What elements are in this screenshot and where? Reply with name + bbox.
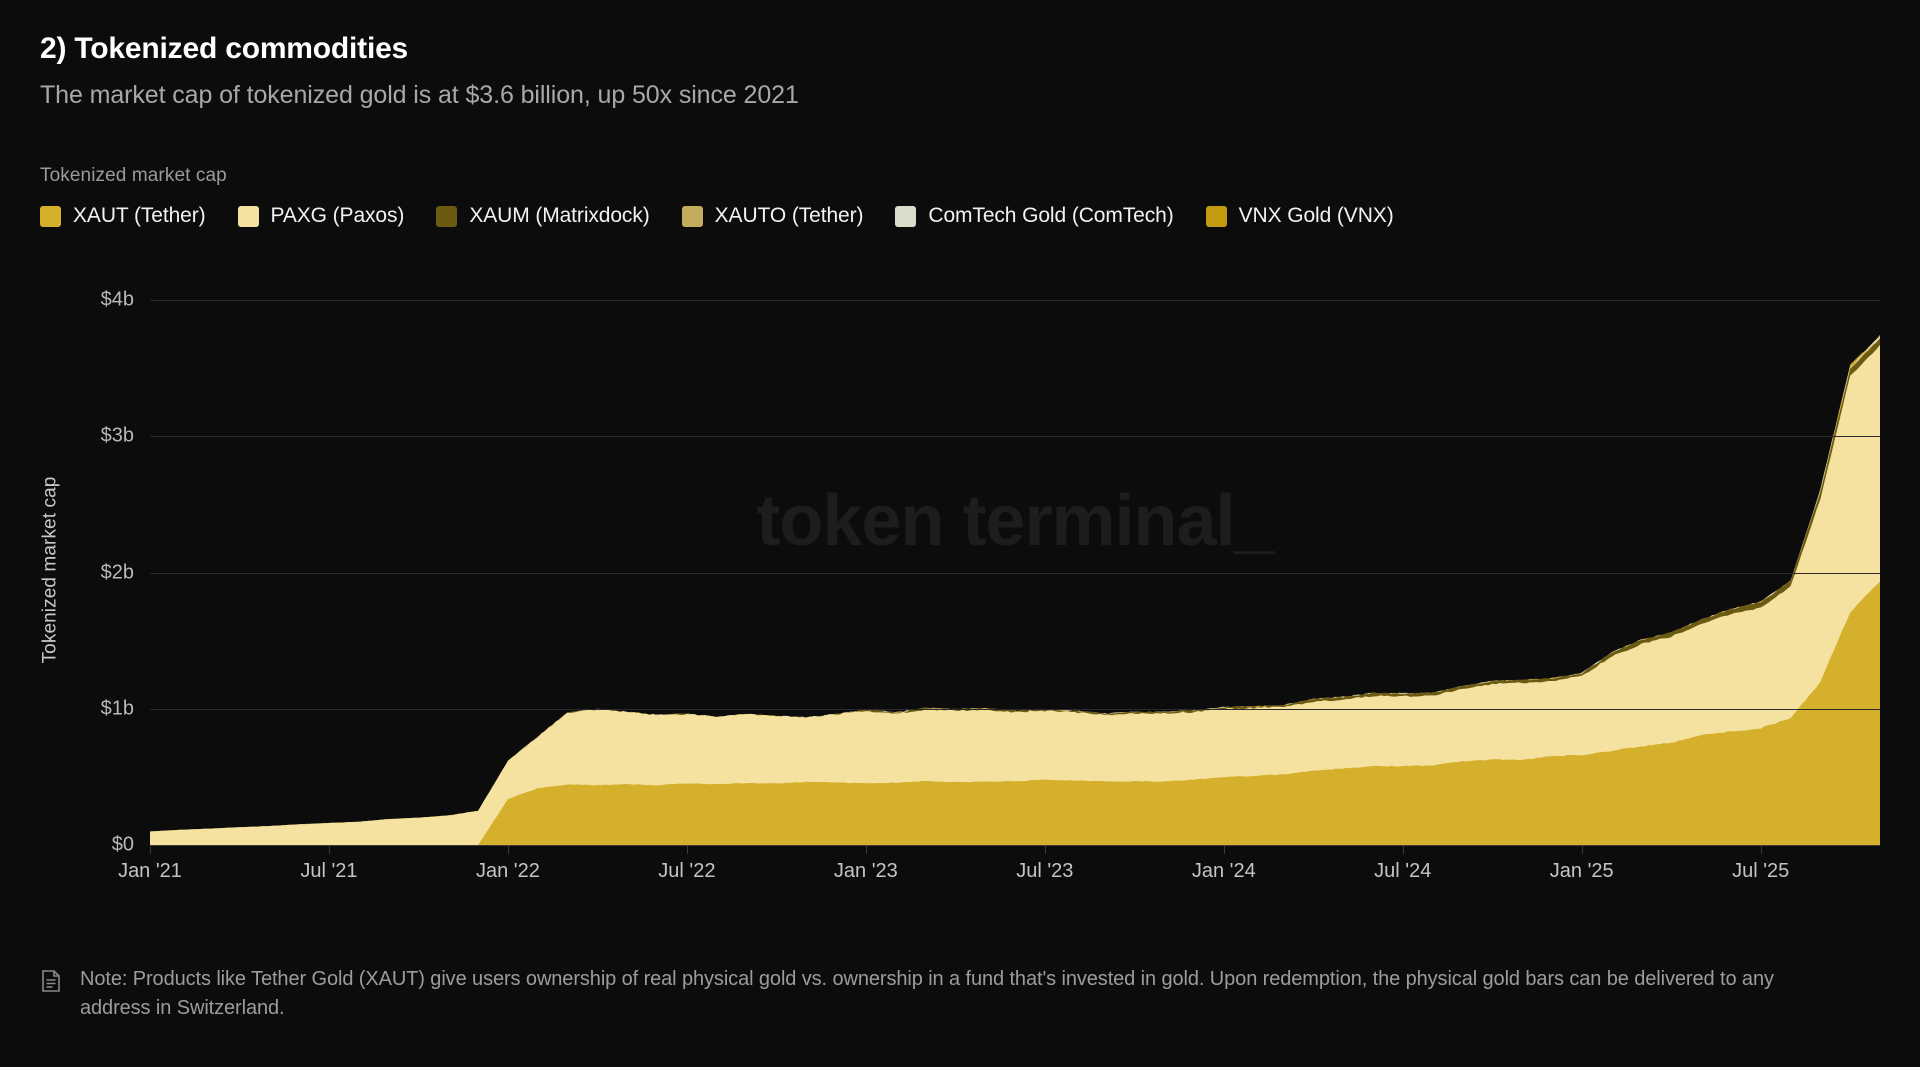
x-axis-tick-label: Jul '23 [1016,860,1074,882]
y-axis-tick-label: $0 [111,833,134,856]
legend-item-label: VNX Gold (VNX) [1238,204,1394,227]
y-axis-title: Tokenized market cap [36,300,64,840]
legend-item-label: XAUM (Matrixdock) [469,204,650,227]
legend-item-paxg[interactable]: PAXG (Paxos) [237,204,405,228]
gridline [150,708,1880,710]
plot-canvas: token terminal_ $0 $1b $2b $3b $4b [101,289,1880,856]
x-axis-tick-label: Jul '24 [1374,860,1432,882]
legend: Tokenized market cap XAUT (Tether) PAXG (… [40,165,1880,228]
legend-item-xaum[interactable]: XAUM (Matrixdock) [436,204,650,228]
area-series-xaut [150,581,1880,845]
legend-item-label: XAUT (Tether) [73,204,206,227]
x-axis-tick-label: Jan '23 [833,860,898,882]
gridline [150,572,1880,574]
legend-items: XAUT (Tether) PAXG (Paxos) XAUM (Matrixdoc… [40,204,1880,228]
x-axis-tickmark [1760,845,1762,854]
chart: Tokenized market cap token terminal_ $0 $… [39,289,1880,940]
note-icon [40,969,66,998]
legend-swatch-icon [436,205,458,227]
gridline [150,845,1880,846]
legend-swatch-icon [681,205,703,227]
y-axis-title-text: Tokenized market cap [39,476,61,664]
x-axis-tickmark [150,845,151,854]
header: 2) Tokenized commodities The market cap … [40,30,1880,111]
page-title: 2) Tokenized commodities [40,32,409,65]
x-axis-tickmark [1581,845,1583,854]
y-axis-tick-label: $1b [100,697,134,720]
area-series-paxg [150,345,1880,845]
page-subtitle: The market cap of tokenized gold is at $… [40,80,799,109]
legend-item-label: XAUTO (Tether) [714,204,864,227]
legend-swatch-icon [1205,205,1227,227]
legend-item-xauto[interactable]: XAUTO (Tether) [681,204,864,228]
legend-item-label: ComTech Gold (ComTech) [928,204,1174,227]
y-axis-tick-label: $3b [100,424,134,447]
gridline [150,300,1880,301]
x-axis-tick-label: Jan '21 [118,860,182,882]
x-axis-tickmark [1044,845,1046,854]
y-axis-tick-label: $4b [100,288,134,311]
x-axis-tick-label: Jan '24 [1191,860,1256,882]
legend-item-comtech[interactable]: ComTech Gold (ComTech) [895,204,1174,228]
x-axis-tickmark [328,845,330,854]
plot-area: token terminal_ $0 $1b $2b $3b $4b Jan '21 Ju… [101,289,1880,882]
x-axis-tickmark [1223,845,1225,854]
legend-item-label: PAXG (Paxos) [270,204,405,227]
gridline [150,436,1880,438]
x-axis-tickmark [686,845,688,854]
stacked-area-series [150,334,1880,845]
x-axis-tickmark [507,845,509,854]
legend-swatch-icon [895,205,917,227]
x-axis-tick-label: Jan '22 [475,860,540,882]
footnote-text: Note: Products like Tether Gold (XAUT) g… [80,968,1774,1019]
legend-item-xaut[interactable]: XAUT (Tether) [40,204,206,228]
legend-swatch-icon [237,205,259,227]
x-axis-tickmark [1402,845,1404,854]
x-axis-tick-label: Jul '25 [1732,860,1790,882]
y-axis-tick-label: $2b [100,561,134,583]
legend-swatch-icon [40,205,61,227]
x-axis-tick-label: Jul '22 [658,860,716,882]
legend-title: Tokenized market cap [40,165,227,186]
x-axis-tickmark [865,845,867,854]
legend-item-vnx[interactable]: VNX Gold (VNX) [1205,204,1394,228]
x-axis-tick-label: Jan '25 [1549,860,1614,882]
x-axis-tick-label: Jul '21 [300,860,358,882]
footnote: Note: Products like Tether Gold (XAUT) g… [40,965,1840,1023]
